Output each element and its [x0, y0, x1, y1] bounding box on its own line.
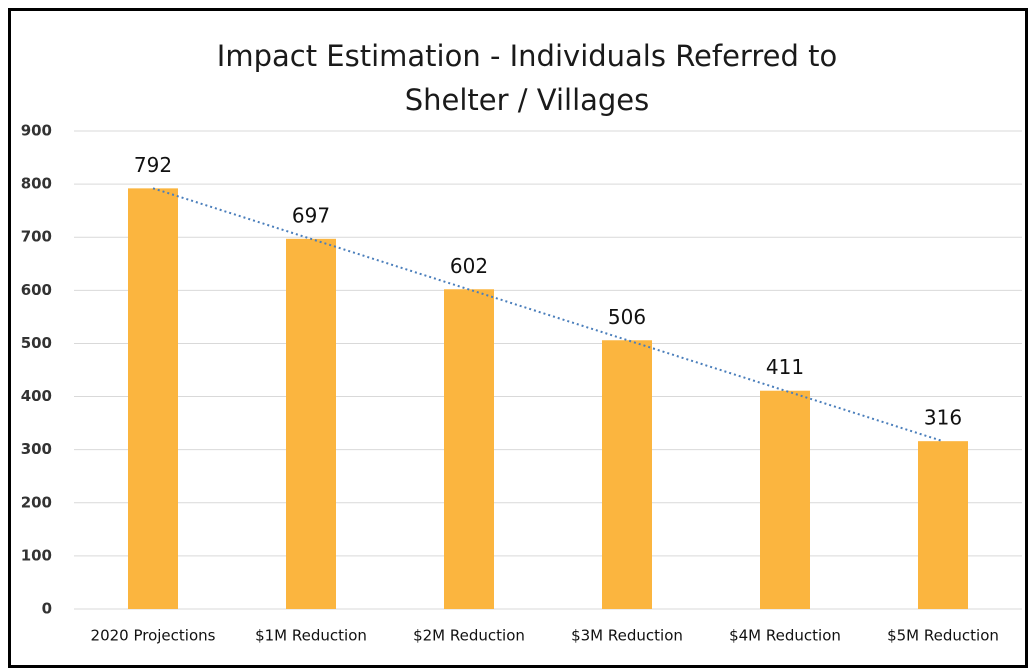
bar: [760, 390, 810, 609]
y-tick-label: 900: [21, 122, 52, 140]
y-tick-label: 200: [21, 493, 52, 511]
bar: [602, 340, 652, 609]
bar: [128, 188, 178, 610]
bar: [444, 289, 494, 609]
data-label: 316: [924, 406, 962, 430]
x-tick-label: 2020 Projections: [91, 627, 216, 645]
data-label: 792: [134, 153, 172, 177]
data-label: 411: [766, 355, 804, 379]
data-label: 697: [292, 203, 330, 227]
bar: [286, 238, 336, 609]
y-tick-label: 800: [21, 175, 52, 193]
y-tick-label: 300: [21, 440, 52, 458]
y-tick-label: 600: [21, 281, 52, 299]
data-label: 506: [608, 305, 646, 329]
chart-title: Impact Estimation - Individuals Referred…: [216, 39, 838, 117]
x-tick-label: $5M Reduction: [887, 627, 999, 645]
x-tick-label: $3M Reduction: [571, 627, 683, 645]
x-tick-label: $1M Reduction: [255, 627, 367, 645]
y-tick-label: 0: [42, 600, 52, 618]
x-tick-label: $2M Reduction: [413, 627, 525, 645]
y-tick-label: 100: [21, 546, 52, 564]
x-tick-label: $4M Reduction: [729, 627, 841, 645]
y-tick-label: 500: [21, 334, 52, 352]
bar: [918, 441, 968, 609]
data-label: 602: [450, 254, 488, 278]
y-tick-label: 400: [21, 387, 52, 405]
y-tick-label: 700: [21, 228, 52, 246]
trendline: [152, 187, 944, 443]
